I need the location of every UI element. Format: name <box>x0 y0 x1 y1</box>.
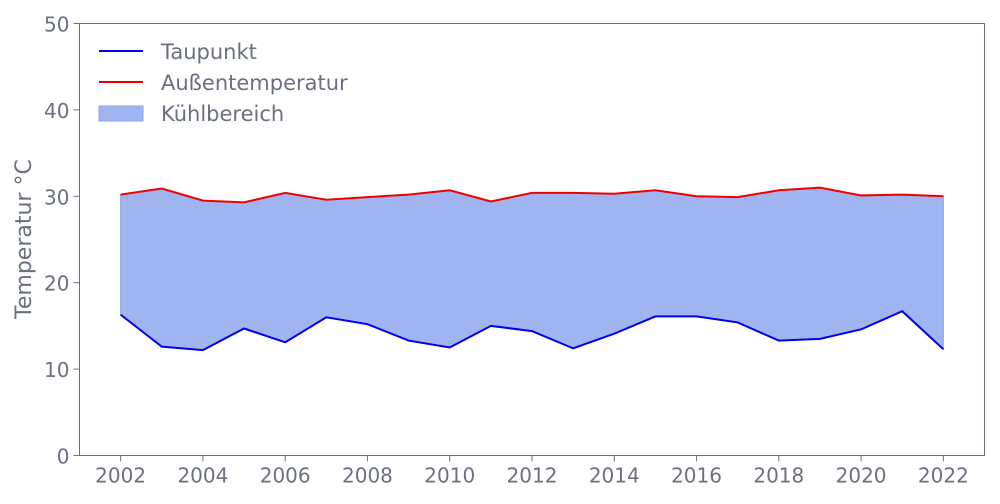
y-tick-label: 50 <box>44 13 69 37</box>
x-tick-label: 2020 <box>836 464 887 488</box>
legend-label: Kühlbereich <box>161 102 284 126</box>
y-tick-label: 20 <box>44 272 69 296</box>
x-tick-label: 2012 <box>507 464 558 488</box>
y-tick-label: 40 <box>44 99 69 123</box>
y-tick-label: 10 <box>44 358 69 382</box>
x-tick-label: 2002 <box>95 464 146 488</box>
x-tick-label: 2014 <box>589 464 640 488</box>
x-tick-label: 2010 <box>424 464 475 488</box>
x-tick-label: 2018 <box>753 464 804 488</box>
y-tick-label: 0 <box>57 445 70 469</box>
x-tick-label: 2016 <box>671 464 722 488</box>
x-tick-label: 2022 <box>918 464 969 488</box>
series-line-outdoor-temperature <box>120 186 944 204</box>
x-tick-label: 2008 <box>342 464 393 488</box>
series-line-dew-point <box>120 310 945 352</box>
legend-label: Taupunkt <box>160 40 257 64</box>
y-axis-label: Temperatur °C <box>12 159 37 320</box>
y-tick-label: 30 <box>44 185 69 209</box>
legend-label: Außentemperatur <box>161 71 348 95</box>
legend-swatch <box>98 105 144 122</box>
x-tick-label: 2004 <box>177 464 228 488</box>
legend: Taupunkt Außentemperatur Kühlbereich <box>98 40 348 126</box>
cooling-range-area <box>120 187 944 351</box>
x-tick-label: 2006 <box>260 464 311 488</box>
